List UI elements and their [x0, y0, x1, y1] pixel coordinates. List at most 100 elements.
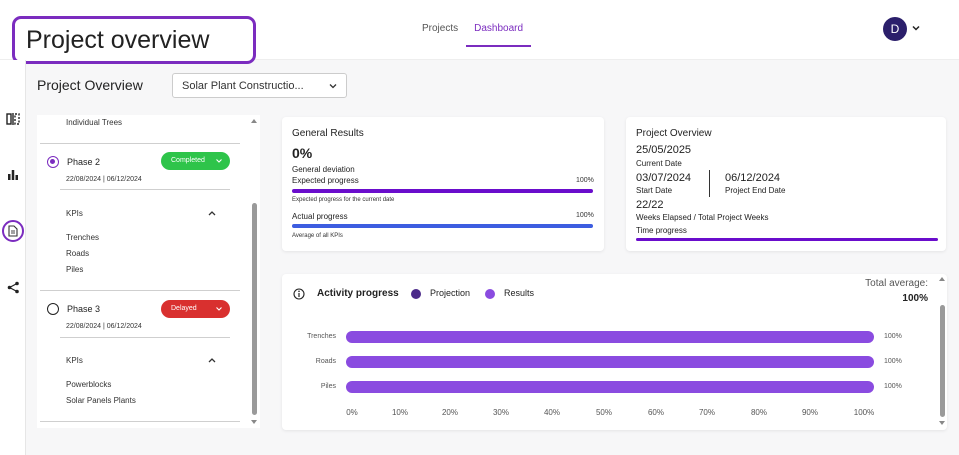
scroll-down-arrow[interactable] — [251, 420, 257, 424]
expected-label: Expected progress — [292, 176, 359, 185]
kpis-heading: KPIs — [66, 356, 83, 365]
scroll-down-arrow[interactable] — [939, 421, 945, 425]
bar-value-label: 100% — [884, 383, 902, 390]
chevron-up-icon[interactable] — [207, 356, 217, 364]
x-tick-label: 90% — [801, 408, 818, 417]
x-tick-label: 80% — [750, 408, 767, 417]
expected-pct: 100% — [576, 177, 594, 184]
total-average-label: Total average: — [865, 278, 928, 289]
legend-swatch — [485, 289, 495, 299]
divider — [709, 170, 710, 197]
actual-caption: Average of all KPIs — [292, 233, 343, 239]
x-tick-label: 70% — [698, 408, 715, 417]
kpi-item: Powerblocks — [66, 380, 112, 389]
category-label: Roads — [315, 358, 336, 365]
phase-dates: 22/08/2024 | 06/12/2024 — [66, 176, 142, 183]
phases-panel: Individual Trees Phase 2 22/08/2024 | 06… — [37, 115, 260, 428]
chevron-down-icon[interactable] — [910, 22, 922, 34]
avatar[interactable]: D — [883, 17, 907, 41]
activity-progress-card — [282, 274, 947, 430]
x-tick-label: 30% — [492, 408, 509, 417]
status-label: Delayed — [171, 305, 197, 312]
phase-dates: 22/08/2024 | 06/12/2024 — [66, 323, 142, 330]
app-title: Project overview — [12, 16, 256, 64]
x-tick-label: 100% — [853, 408, 875, 417]
card-title: Project Overview — [636, 128, 712, 139]
phase-radio[interactable] — [47, 156, 59, 168]
info-icon[interactable] — [293, 288, 305, 300]
end-date-value: 06/12/2024 — [725, 172, 781, 184]
divider — [40, 421, 240, 422]
kpi-item: Piles — [66, 265, 84, 274]
weeks-value: 22/22 — [636, 199, 664, 211]
share-icon[interactable] — [4, 278, 22, 296]
end-date-label: Project End Date — [725, 186, 786, 195]
total-average-value: 100% — [902, 293, 928, 304]
chevron-down-icon — [216, 307, 222, 311]
status-dropdown[interactable]: Completed — [161, 152, 230, 170]
split-view-icon[interactable] — [4, 110, 22, 128]
kpi-item: Solar Panels Plants — [66, 396, 136, 405]
x-tick-label: 10% — [391, 408, 408, 417]
tab-dashboard[interactable]: Dashboard — [466, 16, 532, 47]
x-tick-label: 20% — [441, 408, 458, 417]
category-label: Piles — [320, 383, 336, 390]
current-date-value: 25/05/2025 — [636, 144, 692, 156]
project-overview-card: Project Overview 25/05/2025 Current Date… — [626, 117, 946, 251]
activity-title: Activity progress — [317, 288, 399, 299]
bar-chart-icon[interactable] — [4, 165, 22, 183]
tab-projects[interactable]: Projects — [422, 23, 459, 34]
expected-progress-bar — [292, 189, 593, 193]
legend-label: Projection — [430, 288, 471, 298]
deviation-label: General deviation — [292, 165, 355, 174]
scrollbar-thumb[interactable] — [252, 203, 257, 415]
actual-progress-bar — [292, 224, 593, 228]
bar-value-label: 100% — [884, 358, 902, 365]
bar-piles — [346, 381, 874, 393]
kpi-item: Individual Trees — [66, 118, 123, 127]
general-results-card: General Results 0% General deviation Exp… — [282, 117, 604, 251]
scroll-up-arrow[interactable] — [939, 277, 945, 281]
chevron-up-icon[interactable] — [207, 209, 217, 217]
deviation-value: 0% — [292, 145, 313, 161]
chevron-down-icon — [329, 84, 337, 89]
document-icon[interactable] — [2, 220, 24, 242]
scrollbar-thumb[interactable] — [940, 305, 945, 417]
divider — [40, 143, 240, 144]
category-label: Trenches — [307, 333, 336, 340]
legend-label: Results — [504, 288, 535, 298]
start-date-value: 03/07/2024 — [636, 172, 692, 184]
kpi-item: Roads — [66, 249, 90, 258]
page-heading: Project Overview — [37, 77, 143, 93]
chevron-down-icon — [216, 159, 222, 163]
start-date-label: Start Date — [636, 186, 673, 195]
kpis-heading: KPIs — [66, 209, 83, 218]
phase-radio[interactable] — [47, 303, 59, 315]
main-nav: Projects Dashboard — [414, 16, 532, 47]
legend-swatch — [411, 289, 421, 299]
bar-trenches — [346, 331, 874, 343]
bar-roads — [346, 356, 874, 368]
x-tick-label: 60% — [647, 408, 664, 417]
divider — [60, 337, 230, 338]
divider — [60, 189, 230, 190]
time-progress-label: Time progress — [636, 226, 687, 235]
actual-pct: 100% — [576, 212, 594, 219]
expected-caption: Expected progress for the current date — [292, 197, 395, 203]
current-date-label: Current Date — [636, 159, 682, 168]
divider — [40, 290, 240, 291]
phase-name: Phase 2 — [67, 157, 101, 167]
x-tick-label: 0% — [346, 408, 358, 417]
actual-label: Actual progress — [292, 212, 348, 221]
top-bar: Project overview Projects Dashboard D — [0, 0, 959, 64]
x-tick-label: 50% — [595, 408, 612, 417]
status-dropdown[interactable]: Delayed — [161, 300, 230, 318]
project-select-value: Solar Plant Constructio... — [182, 80, 304, 92]
time-progress-bar — [636, 238, 938, 241]
phase-name: Phase 3 — [67, 304, 101, 314]
card-title: General Results — [292, 128, 364, 139]
scroll-up-arrow[interactable] — [251, 119, 257, 123]
weeks-label: Weeks Elapsed / Total Project Weeks — [636, 213, 769, 222]
bar-value-label: 100% — [884, 333, 902, 340]
project-select[interactable]: Solar Plant Constructio... — [172, 73, 347, 98]
